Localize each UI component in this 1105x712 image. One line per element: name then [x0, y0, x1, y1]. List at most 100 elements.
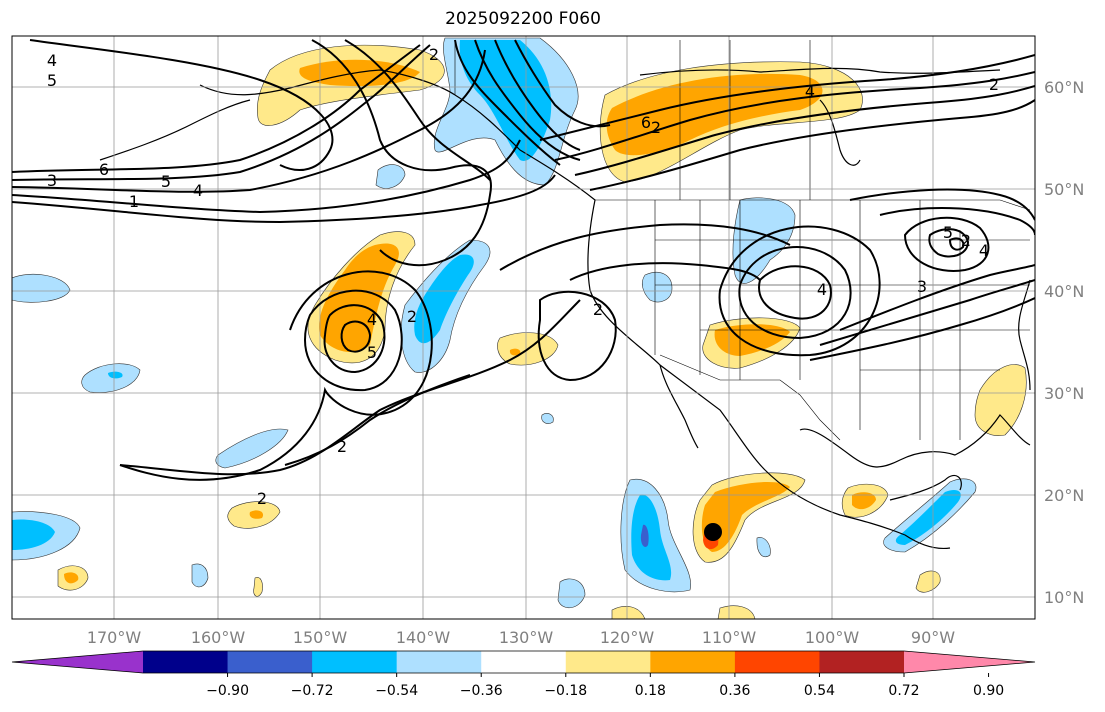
contour-trough-tail	[119, 299, 581, 476]
contour-canada-1	[539, 54, 1035, 141]
negative-anomaly-southwest-core	[12, 519, 55, 550]
contour-label: 6	[641, 113, 651, 132]
colorbar-tick-label: −0.72	[291, 683, 334, 699]
colorbar-segment	[396, 651, 482, 673]
contour-labels: 4 5 3 6 5 4 1 2 6 4 2 4 5 2 2 2 4 5 2 4 …	[47, 45, 999, 508]
colorbar-tick-label: −0.90	[206, 683, 249, 699]
contour-westerly-3	[12, 49, 486, 193]
contour-east-top-2	[879, 207, 1035, 236]
lon-label: 130°W	[499, 628, 554, 647]
contour-canada-3	[574, 85, 1035, 176]
negative-anomaly-tropics-1	[191, 563, 209, 588]
lon-label: 170°W	[87, 628, 142, 647]
lon-label: 160°W	[191, 628, 246, 647]
contour-east-3	[809, 297, 1035, 361]
contour-label: 2	[257, 489, 267, 508]
coast-alaska	[199, 69, 456, 96]
lon-label: 120°W	[600, 628, 655, 647]
latitude-labels: 60°N 50°N 40°N 30°N 20°N 10°N	[1044, 78, 1084, 607]
lon-label: 100°W	[805, 628, 860, 647]
contour-trough-tail-2	[284, 374, 471, 466]
colorbar-tick-label: 0.54	[804, 683, 835, 699]
lat-label: 40°N	[1044, 282, 1084, 301]
contour-cutoff-low-2	[323, 304, 386, 374]
map-panel: 4 5 3 6 5 4 1 2 6 4 2 4 5 2 2 2 4 5 2 4 …	[12, 36, 1035, 619]
contour-label: 6	[99, 160, 109, 179]
contour-great-lakes-low	[903, 216, 990, 272]
negative-anomaly-gulf-core	[459, 40, 552, 161]
positive-anomaly-tropics-3	[253, 577, 263, 597]
contour-canada-2	[554, 71, 1035, 161]
contour-southwest-2	[499, 223, 791, 271]
border-us-mexico	[659, 354, 841, 441]
negative-anomaly-rockies	[732, 197, 796, 284]
contour-alaska-ridge	[29, 39, 334, 171]
negative-anomaly-hawaii	[215, 428, 289, 469]
lon-label: 90°W	[911, 628, 955, 647]
coastlines	[99, 67, 1031, 550]
contour-label: 2	[407, 307, 417, 326]
contour-gulf-trough-1	[454, 39, 561, 166]
lat-label: 50°N	[1044, 180, 1084, 199]
negative-anomaly-caribbean-core	[895, 490, 961, 545]
longitude-labels: 170°W 160°W 150°W 140°W 130°W 120°W 110°…	[87, 628, 955, 647]
contour-label: 5	[943, 223, 953, 242]
contour-label: 1	[129, 192, 139, 211]
colorbar-tick-label: 0.90	[973, 683, 1004, 699]
map-border	[11, 35, 1036, 620]
contour-label: 4	[979, 241, 989, 260]
coast-yucatan	[889, 475, 962, 501]
contour-cutoff-low-3	[303, 289, 403, 392]
negative-anomaly-eastpac-center	[640, 524, 649, 547]
contours	[12, 39, 1035, 481]
positive-anomaly-small-6	[717, 605, 756, 619]
colorbar-segment	[312, 651, 398, 673]
contour-label: 2	[593, 300, 603, 319]
contour-label: 5	[161, 172, 171, 191]
coast-gulf-mexico	[799, 414, 1031, 468]
positive-anomaly-caribbean-small	[915, 570, 941, 593]
positive-anomaly-low-core	[319, 243, 399, 353]
contour-label: 4	[47, 51, 57, 70]
contour-westerly-4	[12, 139, 521, 214]
contour-plains-low-2	[738, 246, 852, 340]
colorbar-segment	[734, 651, 820, 673]
contour-north-1	[311, 39, 492, 267]
contour-great-lakes-low-3	[948, 237, 965, 251]
negative-anomaly-pacific	[81, 363, 141, 393]
contour-label: 4	[805, 82, 815, 101]
contour-gulf-trough-4	[514, 39, 611, 128]
negative-anomaly-west	[12, 273, 71, 303]
coast-east	[1018, 279, 1031, 391]
contour-label: 3	[47, 171, 57, 190]
colorbar-segment	[819, 651, 905, 673]
coast-aleutians	[99, 99, 251, 161]
positive-anomaly-small-5	[611, 606, 646, 619]
contour-canada-4	[589, 99, 1035, 191]
contour-cutoff-low-1	[340, 320, 372, 353]
storm-center-marker	[704, 523, 722, 541]
positive-anomaly-tropics-2-core	[249, 510, 264, 519]
lon-label: 140°W	[396, 628, 451, 647]
lon-label: 110°W	[702, 628, 757, 647]
positive-anomaly-storm-core	[701, 481, 790, 552]
positive-anomaly-offshore-core	[509, 348, 521, 356]
province-lines	[679, 40, 811, 200]
coast-hudson-bay	[819, 99, 861, 166]
contour-offshore-low	[537, 290, 617, 382]
colorbar-segment	[650, 651, 736, 673]
negative-anomaly-plains	[641, 271, 673, 303]
contour-east-1	[839, 264, 1035, 331]
negative-anomaly-small-4	[557, 578, 586, 608]
colorbar-segment	[227, 651, 313, 673]
positive-anomaly-tropics-1-core	[64, 572, 79, 584]
colorbar-tick-label: −0.18	[544, 683, 587, 699]
contour-cutoff-low-4	[119, 270, 433, 481]
contour-label: 2	[337, 437, 347, 456]
colorbar-extend-low	[12, 651, 143, 673]
colorbar-tick-label: −0.36	[460, 683, 503, 699]
negative-anomaly-pacific-core	[108, 371, 123, 379]
colorbar-segment	[481, 651, 567, 673]
contour-label: 2	[961, 231, 971, 250]
